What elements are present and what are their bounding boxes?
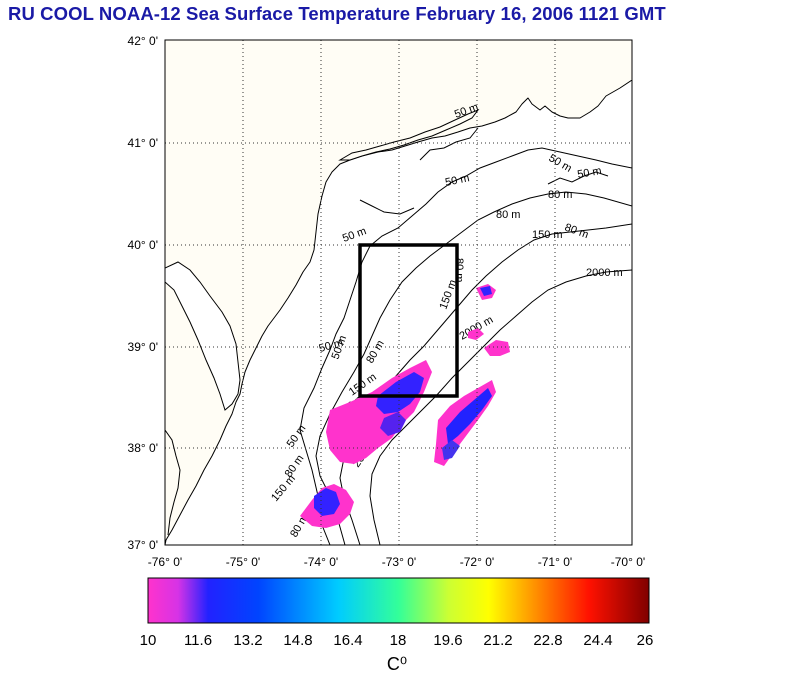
land-mass [165, 40, 632, 545]
lat-label: 37° 0' [128, 538, 158, 552]
long-island [338, 108, 480, 161]
colorbar-tick: 13.2 [233, 632, 262, 649]
lon-label: -76° 0' [148, 555, 182, 569]
lon-label: -72° 0' [460, 555, 494, 569]
lon-label: -70° 0' [611, 555, 645, 569]
contour-50m [299, 147, 632, 545]
contour-label: 150 m [532, 229, 563, 241]
sst-patch-mid [484, 340, 510, 356]
longitude-labels: -76° 0' -75° 0' -74° 0' -73° 0' -72° 0' … [148, 555, 645, 569]
shelf-detail [359, 127, 609, 215]
delaware-bay [165, 261, 241, 411]
colorbar-tick: 16.4 [333, 632, 362, 649]
contour-80m [315, 191, 632, 545]
map-grid [165, 40, 632, 545]
sst-patch-east-cold [446, 388, 492, 444]
lat-label: 41° 0' [128, 136, 158, 150]
colorbar-tick: 19.6 [433, 632, 462, 649]
sst-patch-main-cold2 [380, 412, 406, 436]
lon-label: -73° 0' [382, 555, 416, 569]
colorbar-tick: 11.6 [184, 632, 212, 649]
sst-patch-main-cold [376, 372, 424, 414]
contour-label: 2000 m [586, 267, 623, 279]
colorbar-tick: 24.4 [583, 632, 612, 649]
colorbar-tick: 26 [637, 632, 654, 649]
lat-label: 42° 0' [128, 34, 158, 48]
study-area-box [358, 243, 459, 398]
lon-label: -74° 0' [304, 555, 338, 569]
chesapeake-shore [165, 429, 181, 536]
lon-label: -71° 0' [538, 555, 572, 569]
contour-label: 50 m [576, 165, 602, 181]
contour-label: 80 m [496, 209, 520, 221]
map-title: RU COOL NOAA-12 Sea Surface Temperature … [8, 3, 666, 24]
colorbar-ticks: 10 11.6 13.2 14.8 16.4 18 19.6 21.2 22.8… [140, 632, 654, 649]
lat-label: 39° 0' [128, 340, 158, 354]
colorbar-tick: 22.8 [533, 632, 562, 649]
colorbar-tick: 10 [140, 632, 157, 649]
lon-label: -75° 0' [226, 555, 260, 569]
sst-patch-ne-cold [480, 286, 492, 296]
map-frame [164, 39, 633, 546]
sst-patch-mid2 [468, 328, 484, 340]
lat-label: 40° 0' [128, 238, 158, 252]
sst-patch-east-cold2 [442, 440, 460, 460]
colorbar-tick: 18 [390, 632, 407, 649]
colorbar-tick: 14.8 [283, 632, 312, 649]
contour-label: 80 m [453, 258, 465, 282]
contour-2000m [369, 269, 632, 545]
latitude-labels: 42° 0' 41° 0' 40° 0' 39° 0' 38° 0' 37° 0… [128, 34, 158, 552]
contour-label: 50 m [444, 172, 470, 189]
lat-label: 38° 0' [128, 441, 158, 455]
colorbar-unit-label: C⁰ [387, 654, 407, 674]
colorbar-tick: 21.2 [483, 632, 512, 649]
contour-label: 80 m [548, 189, 572, 201]
colorbar [147, 577, 650, 624]
sst-data [300, 284, 510, 528]
